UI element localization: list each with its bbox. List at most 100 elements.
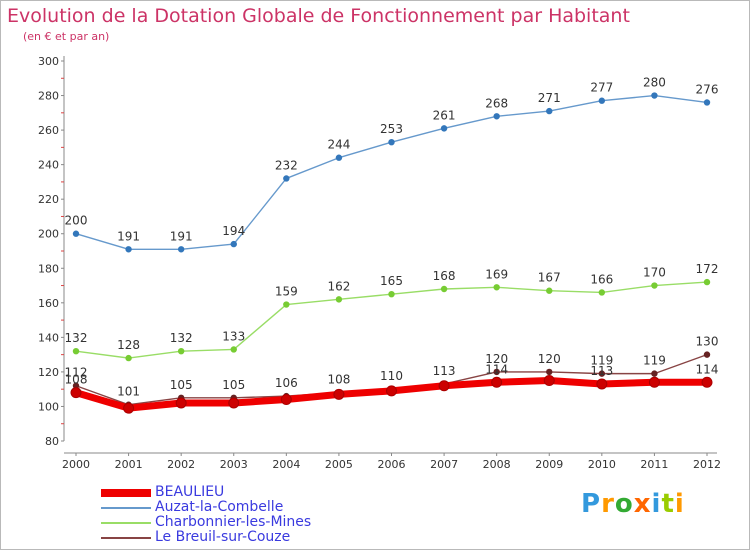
data-point-charbonnier-les-mines [388,290,395,298]
y-tick-label: 300 [38,55,59,68]
y-tick-label: 140 [38,331,59,344]
data-label-auzat-la-combelle: 261 [433,108,456,122]
data-label-le-breuil-sur-couze: 101 [117,385,140,399]
data-point-auzat-la-combelle [703,99,711,106]
data-label-le-breuil-sur-couze: 130 [696,335,719,349]
legend-label-breuil: Le Breuil-sur-Couze [155,529,291,545]
data-labels-layer: 108 114 113 114 200 191 191 194 232 244 253 261 268 2… [65,76,719,399]
y-tick-label: 280 [38,90,59,103]
data-label-charbonnier-les-mines: 133 [222,329,245,343]
data-label-charbonnier-les-mines: 132 [65,331,88,345]
data-point-beaulieu [175,397,187,409]
x-tick-label: 2010 [588,458,616,471]
legend-swatch-beaulieu [101,489,151,497]
data-label-le-breuil-sur-couze: 119 [643,354,666,368]
data-label-charbonnier-les-mines: 168 [433,269,456,283]
data-label-beaulieu: 114 [485,362,508,376]
data-point-beaulieu [596,378,608,390]
logo-letter: o [614,489,634,519]
x-tick-label: 2007 [430,458,458,471]
axes: 80 100 120 140 160 180 200 220 240 260 280 300 2000 2… [38,55,721,471]
legend-swatch-breuil [101,537,151,539]
data-point-charbonnier-les-mines [440,285,448,293]
data-label-charbonnier-les-mines: 128 [117,338,140,352]
x-tick-label: 2008 [483,458,511,471]
data-point-charbonnier-les-mines [546,287,553,294]
data-point-le-breuil-sur-couze [72,382,80,389]
y-tick-label: 240 [38,159,59,172]
data-point-le-breuil-sur-couze [546,368,553,376]
data-point-beaulieu [491,376,503,388]
data-point-auzat-la-combelle [440,125,448,132]
legend-item-beaulieu: BEAULIEU [101,484,361,500]
data-point-beaulieu [386,385,397,397]
data-label-charbonnier-les-mines: 132 [170,331,193,345]
data-label-beaulieu: 108 [65,373,88,387]
y-tick-label: 160 [38,297,59,310]
page-subtitle: (en € et par an) [23,30,110,43]
data-point-auzat-la-combelle [493,113,500,120]
y-tick-label: 120 [38,366,59,379]
y-tick-label: 100 [38,400,59,413]
data-point-beaulieu [228,397,240,409]
data-label-auzat-la-combelle: 280 [643,76,666,90]
legend-label-auzat: Auzat-la-Combelle [155,499,284,515]
legend-label-beaulieu: BEAULIEU [155,484,225,500]
data-label-charbonnier-les-mines: 166 [590,272,613,286]
data-label-charbonnier-les-mines: 169 [485,267,508,281]
data-label-auzat-la-combelle: 244 [327,138,350,152]
data-label-beaulieu: 114 [696,362,719,376]
data-point-charbonnier-les-mines [230,346,237,353]
data-point-charbonnier-les-mines [493,284,500,291]
proxiti-logo: Proxiti [581,489,685,519]
data-point-charbonnier-les-mines [72,347,80,355]
x-tick-label: 2002 [167,458,195,471]
logo-letter: r [601,489,615,519]
y-tick-label: 220 [38,193,59,206]
logo-letter: t [661,489,675,519]
data-label-charbonnier-les-mines: 162 [327,279,350,293]
data-label-le-breuil-sur-couze: 105 [222,378,245,392]
logo-letter: P [581,489,602,519]
data-point-beaulieu [333,388,345,400]
data-label-le-breuil-sur-couze: 120 [485,352,508,366]
data-point-beaulieu [543,375,555,387]
data-label-le-breuil-sur-couze: 105 [170,378,193,392]
data-label-le-breuil-sur-couze: 120 [538,352,561,366]
data-label-auzat-la-combelle: 276 [696,82,719,96]
data-point-auzat-la-combelle [388,138,395,146]
data-point-le-breuil-sur-couze [598,370,606,377]
data-point-auzat-la-combelle [546,107,553,115]
data-point-beaulieu [438,380,450,392]
x-tick-label: 2012 [693,458,721,471]
legend-item-auzat: Auzat-la-Combelle [101,499,361,515]
data-point-auzat-la-combelle [125,246,132,253]
data-label-auzat-la-combelle: 253 [380,122,403,136]
data-point-auzat-la-combelle [177,246,185,253]
data-point-charbonnier-les-mines [598,289,606,296]
logo-letter: i [651,489,662,519]
legend-swatch-charbonnier [101,522,151,524]
data-label-le-breuil-sur-couze: 108 [327,373,350,387]
data-point-le-breuil-sur-couze [493,368,500,376]
data-label-auzat-la-combelle: 232 [275,158,298,172]
data-label-auzat-la-combelle: 200 [65,214,88,228]
data-label-le-breuil-sur-couze: 110 [380,369,403,383]
data-point-charbonnier-les-mines [177,347,185,355]
logo-letter: x [633,489,652,519]
data-label-auzat-la-combelle: 277 [590,81,613,95]
data-label-beaulieu: 113 [590,364,613,378]
data-label-le-breuil-sur-couze: 112 [65,366,88,380]
data-point-beaulieu [648,376,660,388]
y-tick-label: 260 [38,124,59,137]
data-point-charbonnier-les-mines [703,278,711,286]
data-point-auzat-la-combelle [335,154,343,161]
series-line-auzat-la-combelle [75,94,708,250]
data-point-le-breuil-sur-couze [703,351,711,358]
series-layer [70,92,713,414]
data-label-auzat-la-combelle: 194 [222,224,245,238]
legend-item-charbonnier: Charbonnier-les-Mines [101,514,361,530]
data-label-charbonnier-les-mines: 159 [275,285,298,299]
data-point-charbonnier-les-mines [335,296,343,303]
x-tick-label: 2003 [220,458,248,471]
